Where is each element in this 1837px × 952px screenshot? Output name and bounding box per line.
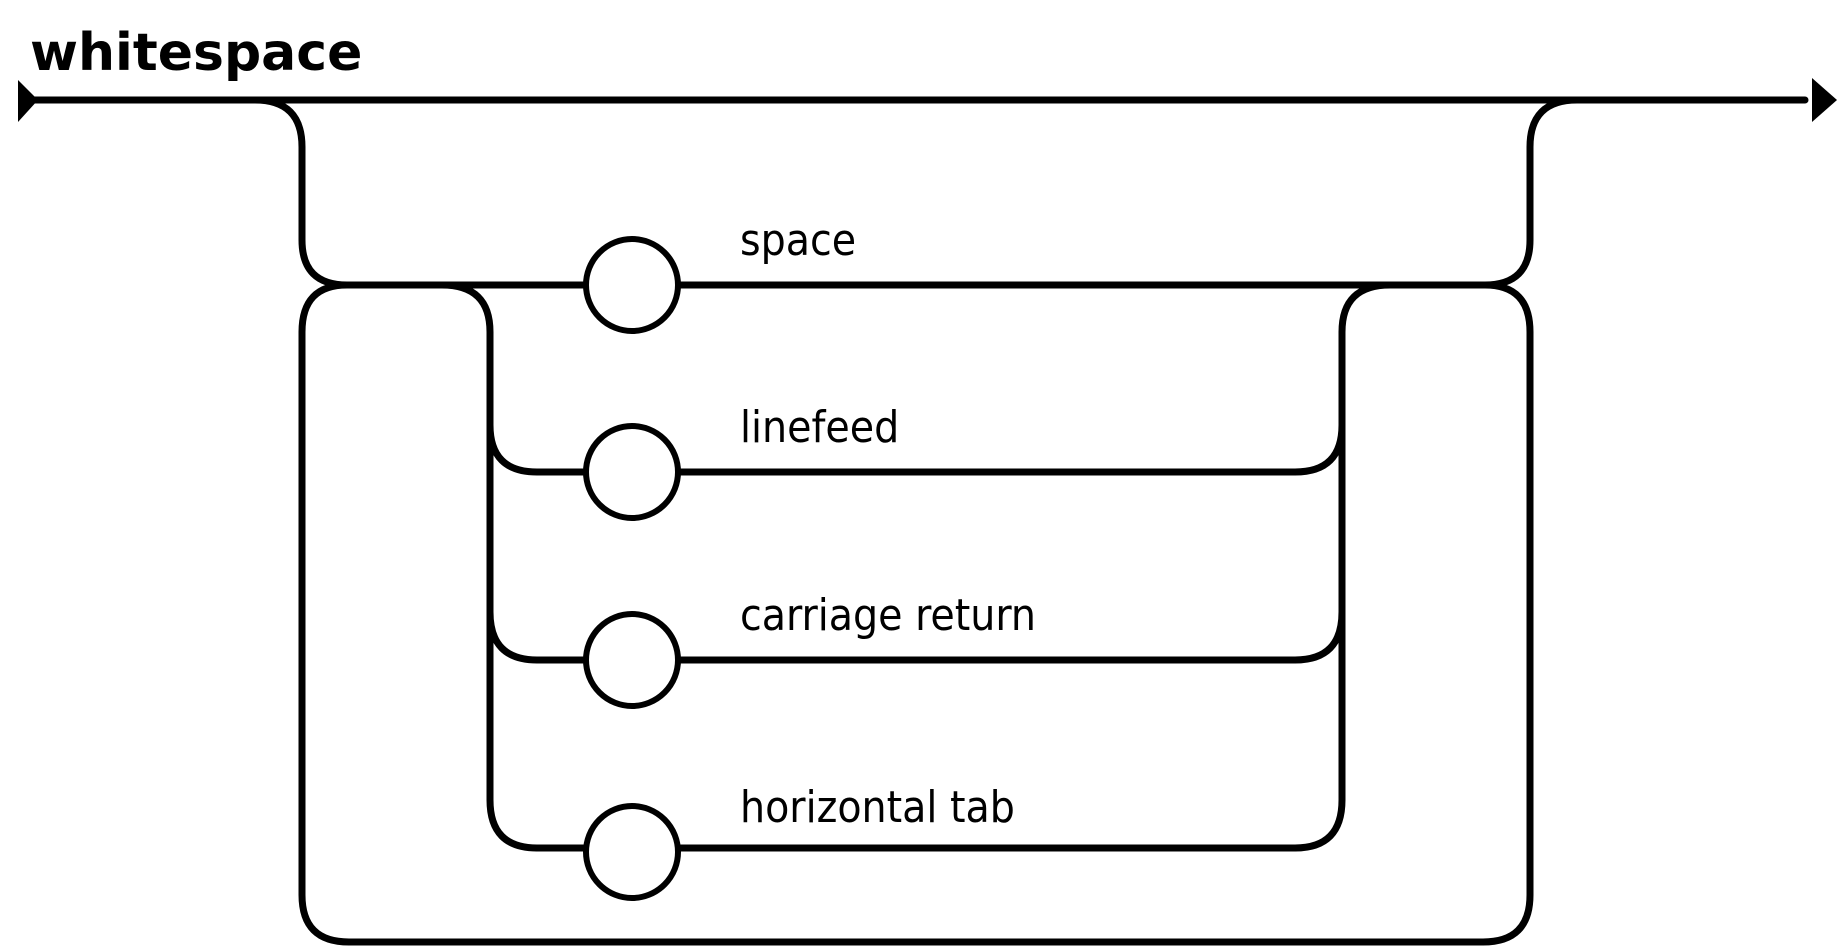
horizontal-tab-label: horizontal tab (740, 782, 1015, 833)
carriage-return-label: carriage return (740, 590, 1036, 641)
linefeed-label: linefeed (740, 402, 899, 453)
branch-right-bar (1291, 281, 1394, 852)
linefeed-row-track (486, 421, 1346, 476)
branch-left-bar (438, 281, 541, 852)
linefeed-terminal (583, 423, 681, 521)
space-label: space (740, 215, 856, 266)
carriage-return-terminal (583, 611, 681, 709)
diagram-title: whitespace (30, 23, 362, 83)
descent-left-track (251, 96, 351, 289)
space-terminal (583, 236, 681, 334)
exit-arrow-icon (1812, 78, 1837, 122)
repeat-loop-track (298, 281, 1534, 946)
carriage-return-row-track (486, 608, 1346, 664)
horizontal-tab-terminal (583, 803, 681, 901)
ascent-right-track (1481, 96, 1581, 289)
